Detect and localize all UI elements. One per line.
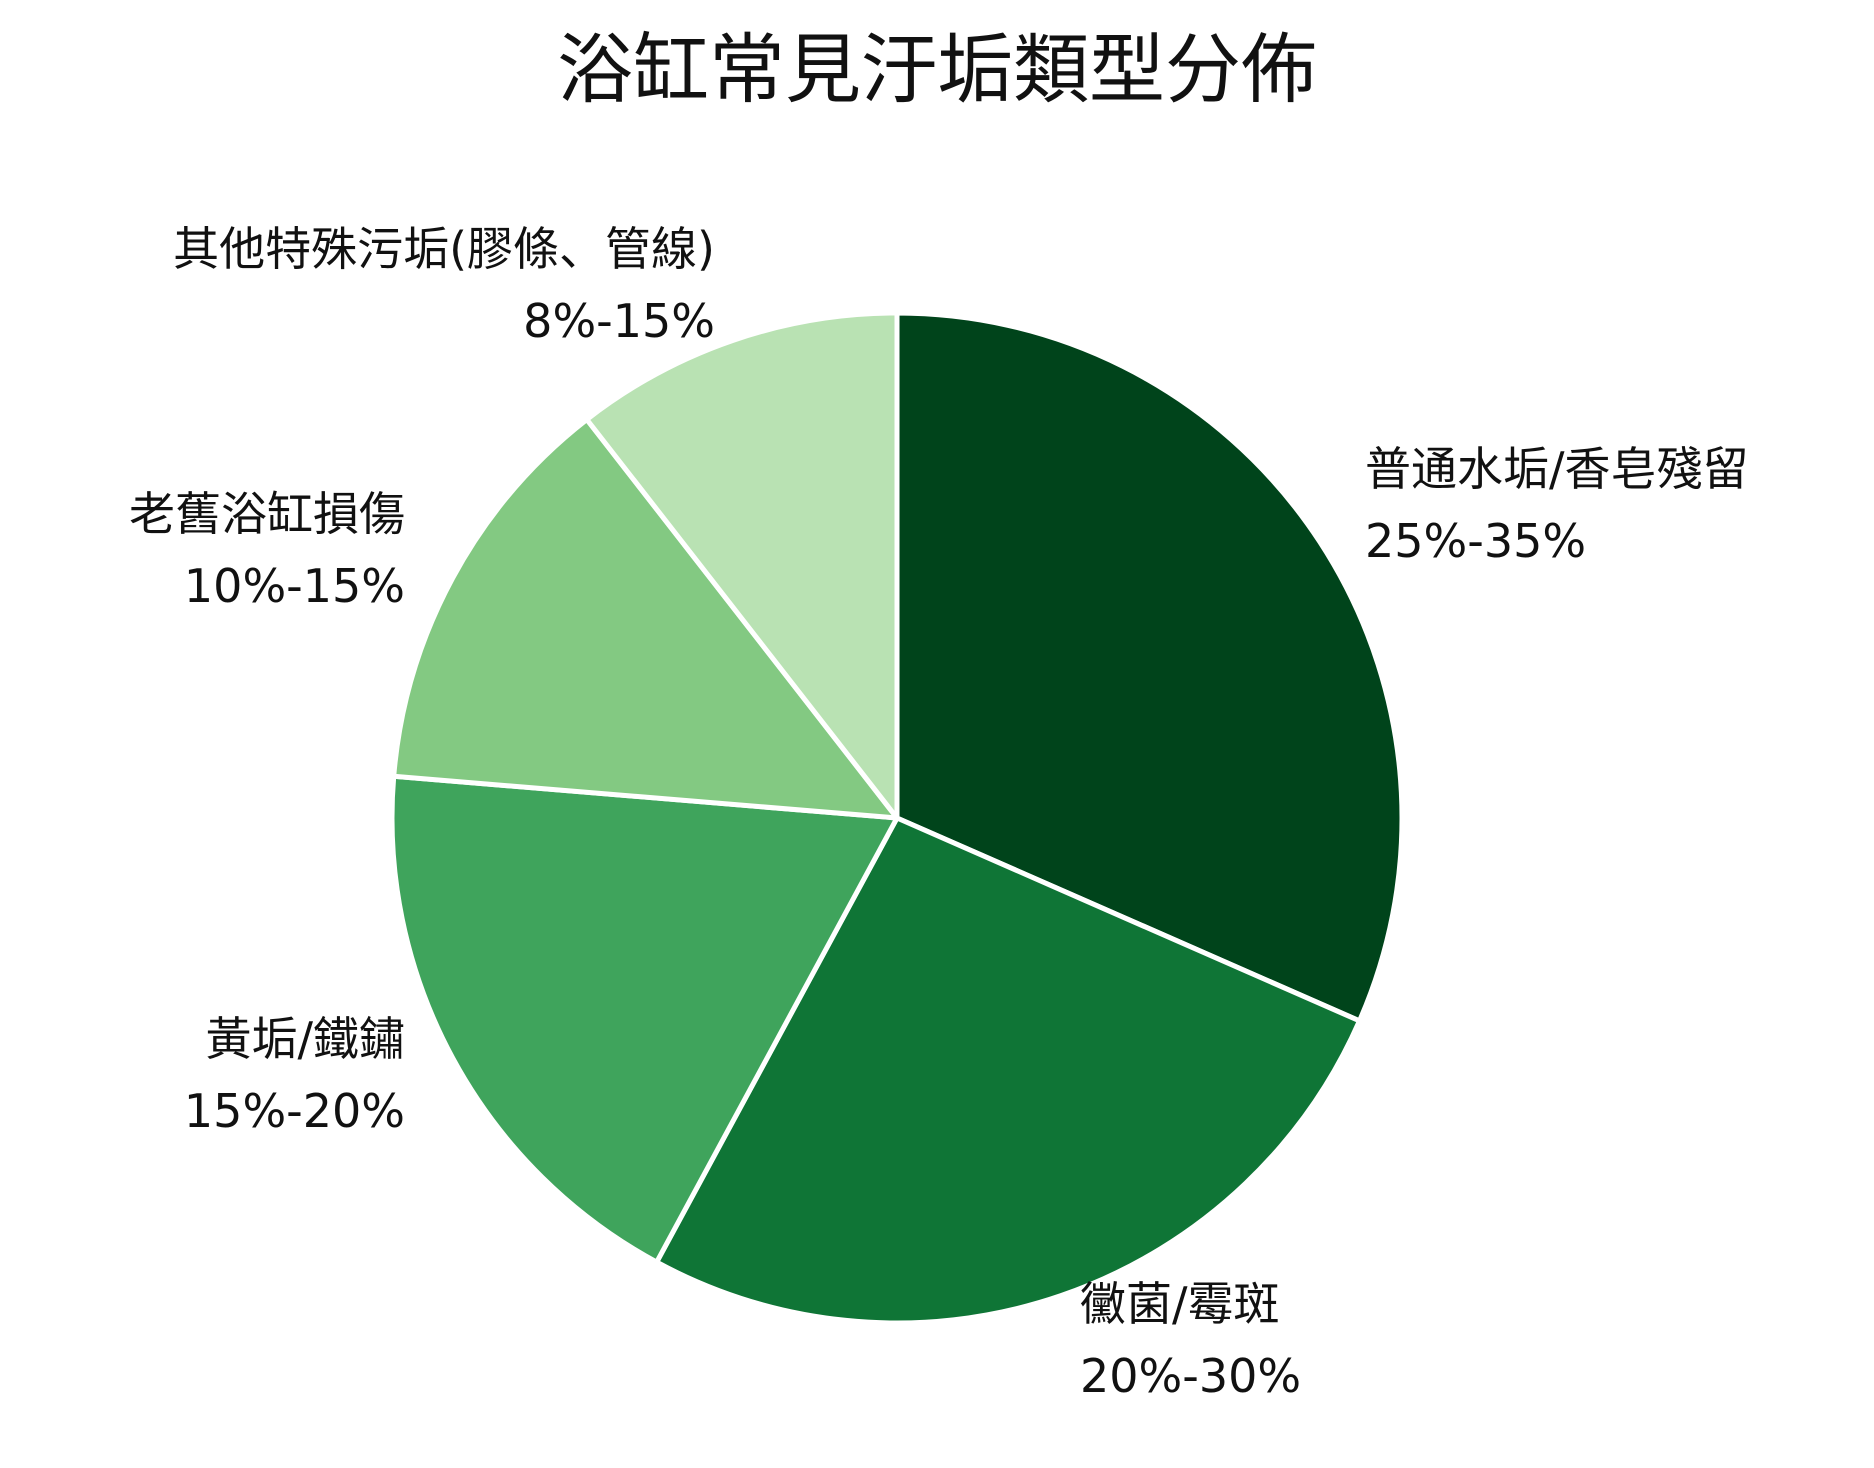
pie-slice (391, 416, 900, 821)
pie-slice (654, 815, 1362, 1326)
slice-range-label: 15%-20% (184, 1084, 405, 1138)
slice-name-label: 黴菌/霉斑 (1080, 1277, 1280, 1331)
pie-slices (389, 310, 1405, 1326)
pie-labels: 普通水垢/香皂殘留 25%-35% 黴菌/霉斑 20%-30% 黃垢/鐵鏽 15%-20%… (129, 222, 1749, 1403)
pie-slice (389, 773, 900, 1265)
slice-range-label: 10%-15% (184, 559, 405, 613)
slice-name-label: 其他特殊污垢(膠條、管線) (173, 222, 715, 276)
slice-name-label: 老舊浴缸損傷 (129, 487, 405, 541)
slice-name-label: 黃垢/鐵鏽 (206, 1012, 406, 1066)
slice-name-label: 普通水垢/香皂殘留 (1365, 442, 1749, 496)
pie-slice (584, 310, 900, 821)
chart-title: 浴缸常見汙垢類型分佈 (557, 25, 1317, 114)
slice-range-label: 8%-15% (523, 294, 715, 348)
pie-slice (894, 310, 1405, 1024)
slice-range-label: 20%-30% (1080, 1349, 1301, 1403)
slice-range-label: 25%-35% (1365, 514, 1586, 568)
